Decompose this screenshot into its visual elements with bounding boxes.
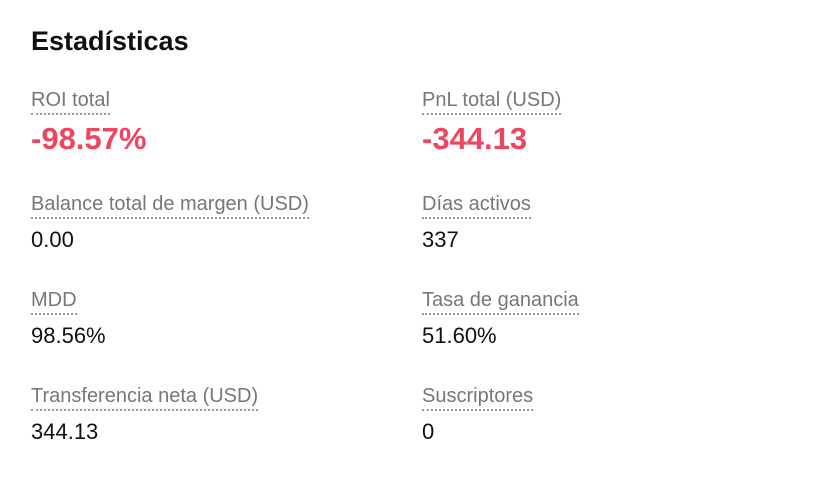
stat-label[interactable]: Balance total de margen (USD): [31, 192, 309, 219]
stat-label[interactable]: ROI total: [31, 88, 110, 115]
stat-label[interactable]: MDD: [31, 288, 77, 315]
stat-value: 51.60%: [422, 323, 497, 348]
stat-label[interactable]: Tasa de ganancia: [422, 288, 579, 315]
stat-value: -344.13: [422, 121, 528, 156]
stat-roi-total: ROI total -98.57%: [31, 88, 401, 157]
stat-mdd: MDD 98.56%: [31, 288, 401, 349]
stat-label[interactable]: Días activos: [422, 192, 531, 219]
stat-margin-balance: Balance total de margen (USD) 0.00: [31, 192, 401, 253]
stat-win-rate: Tasa de ganancia 51.60%: [422, 288, 792, 349]
stat-value: 0: [422, 419, 435, 444]
stat-subscribers: Suscriptores 0: [422, 384, 792, 445]
stat-net-transfer: Transferencia neta (USD) 344.13: [31, 384, 401, 445]
section-title: Estadísticas: [31, 26, 189, 56]
stat-value: -98.57%: [31, 121, 147, 156]
stat-label[interactable]: PnL total (USD): [422, 88, 562, 115]
stat-label[interactable]: Suscriptores: [422, 384, 534, 411]
stat-value: 0.00: [31, 227, 74, 252]
stat-value: 344.13: [31, 419, 99, 444]
stat-pnl-total: PnL total (USD) -344.13: [422, 88, 792, 157]
stat-label[interactable]: Transferencia neta (USD): [31, 384, 259, 411]
stat-value: 98.56%: [31, 323, 106, 348]
stat-active-days: Días activos 337: [422, 192, 792, 253]
stat-value: 337: [422, 227, 459, 252]
